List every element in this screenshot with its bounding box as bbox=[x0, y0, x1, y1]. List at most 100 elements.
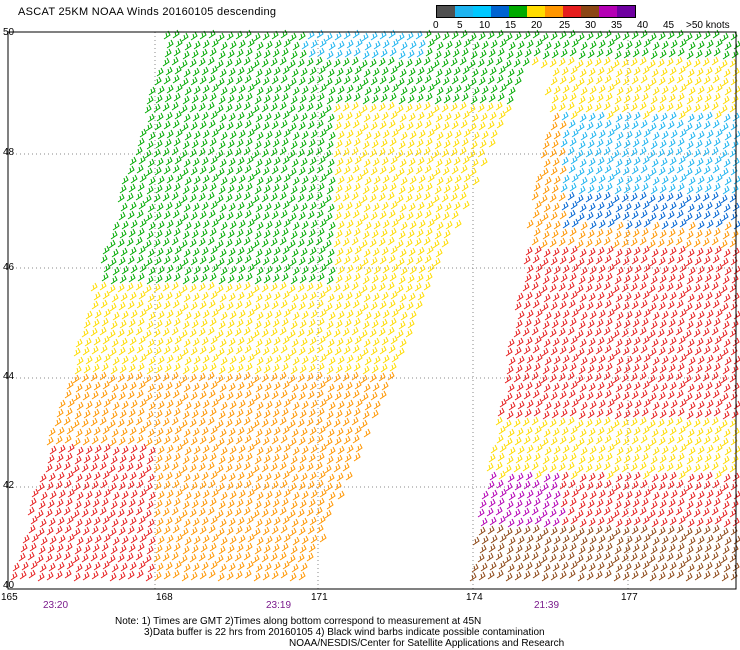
wind-barb bbox=[146, 95, 154, 105]
wind-barb bbox=[489, 66, 497, 76]
wind-barb bbox=[108, 554, 116, 564]
wind-barb bbox=[596, 228, 604, 238]
wind-barb bbox=[515, 454, 523, 464]
wind-barb bbox=[220, 221, 228, 231]
wind-barb bbox=[207, 461, 215, 471]
wind-barb bbox=[613, 167, 621, 177]
wind-barb bbox=[552, 112, 560, 122]
wind-barb bbox=[162, 237, 170, 247]
wind-barb bbox=[220, 311, 228, 321]
wind-barb bbox=[298, 256, 306, 266]
wind-barb bbox=[472, 41, 480, 51]
wind-barb bbox=[184, 356, 192, 366]
wind-barb bbox=[379, 120, 387, 130]
wind-barb bbox=[652, 491, 660, 501]
wind-barb bbox=[27, 506, 35, 516]
wind-barb bbox=[533, 182, 541, 192]
wind-barb bbox=[675, 506, 683, 516]
wind-barb bbox=[283, 173, 291, 183]
wind-barb bbox=[634, 309, 642, 319]
wind-barb bbox=[129, 201, 137, 211]
wind-barb bbox=[595, 435, 603, 445]
wind-barb bbox=[282, 110, 290, 120]
wind-barb bbox=[64, 569, 72, 579]
wind-barb bbox=[209, 137, 217, 147]
wind-barb bbox=[532, 209, 540, 219]
wind-barb bbox=[235, 480, 243, 490]
wind-barb bbox=[398, 320, 406, 330]
wind-barb bbox=[184, 311, 192, 321]
wind-barb bbox=[298, 76, 306, 86]
wind-barb bbox=[571, 533, 579, 543]
wind-barb bbox=[639, 551, 647, 561]
wind-barb bbox=[668, 453, 676, 463]
wind-barb bbox=[462, 65, 470, 75]
wind-barb bbox=[489, 471, 497, 481]
wind-barb bbox=[550, 211, 558, 221]
wind-barb bbox=[306, 327, 314, 337]
wind-barb bbox=[524, 318, 532, 328]
wind-barb bbox=[540, 464, 548, 474]
wind-barb bbox=[544, 176, 552, 186]
wind-barb bbox=[146, 500, 154, 510]
wind-barb bbox=[589, 310, 597, 320]
wind-barb bbox=[496, 524, 504, 534]
wind-barb bbox=[712, 209, 720, 219]
wind-barb bbox=[721, 347, 729, 357]
wind-barb bbox=[117, 193, 125, 203]
wind-barb bbox=[578, 455, 586, 465]
wind-barb bbox=[243, 101, 251, 111]
wind-barb bbox=[703, 570, 711, 580]
wind-barb bbox=[318, 65, 326, 75]
wind-barb bbox=[282, 560, 290, 570]
wind-barb bbox=[102, 290, 110, 300]
wind-barb bbox=[342, 417, 350, 427]
wind-barb bbox=[281, 317, 289, 327]
wind-barb bbox=[612, 374, 620, 384]
wind-barb bbox=[300, 112, 308, 122]
wind-barb bbox=[126, 192, 134, 202]
wind-barb bbox=[623, 319, 631, 329]
wind-barb bbox=[228, 157, 236, 167]
wind-barb bbox=[639, 281, 647, 291]
wind-barb bbox=[606, 110, 614, 120]
wind-barb bbox=[696, 562, 704, 572]
wind-barb bbox=[318, 380, 326, 390]
wind-barb bbox=[273, 561, 281, 571]
wind-barb bbox=[247, 353, 255, 363]
wind-barb bbox=[711, 371, 719, 381]
wind-barb bbox=[264, 427, 272, 437]
wind-barb bbox=[722, 50, 730, 60]
wind-barb bbox=[292, 491, 300, 501]
wind-barb bbox=[121, 310, 129, 320]
wind-barb bbox=[657, 373, 665, 383]
wind-barb bbox=[615, 158, 623, 168]
wind-barb bbox=[606, 65, 614, 75]
wind-barb bbox=[236, 183, 244, 193]
wind-barb bbox=[246, 245, 254, 255]
wind-barb bbox=[570, 65, 578, 75]
wind-barb bbox=[580, 221, 588, 231]
wind-barb bbox=[135, 146, 143, 156]
wind-barb bbox=[136, 524, 144, 534]
wind-barb bbox=[559, 75, 567, 85]
wind-barb bbox=[631, 570, 639, 580]
wind-barb bbox=[138, 245, 146, 255]
wind-barb bbox=[478, 76, 486, 86]
wind-barb bbox=[614, 410, 622, 420]
scale-tick-label: 25 bbox=[559, 20, 571, 31]
wind-barb bbox=[616, 86, 624, 96]
pass-time-label: 23:19 bbox=[266, 600, 292, 611]
wind-barb bbox=[289, 437, 297, 447]
wind-barb bbox=[325, 302, 333, 312]
wind-barb bbox=[407, 49, 415, 59]
wind-barb bbox=[252, 419, 260, 429]
wind-barb bbox=[193, 490, 201, 500]
wind-barb bbox=[372, 112, 380, 122]
wind-barb bbox=[345, 246, 353, 256]
wind-barb bbox=[166, 129, 174, 139]
scale-tick-label: 30 bbox=[585, 20, 597, 31]
wind-barb bbox=[228, 202, 236, 212]
wind-barb bbox=[587, 454, 595, 464]
wind-barb bbox=[670, 309, 678, 319]
